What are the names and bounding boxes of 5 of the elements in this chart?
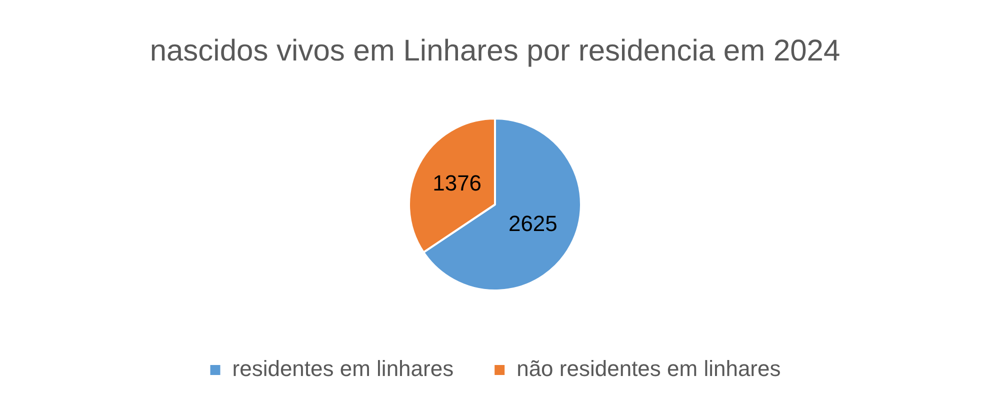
- legend-label: residentes em linhares: [232, 356, 454, 382]
- chart-title: nascidos vivos em Linhares por residencia em 2024: [150, 34, 840, 68]
- data-label: 2625: [508, 210, 558, 236]
- data-label: 1376: [432, 170, 482, 196]
- legend-label: não residentes em linhares: [516, 356, 781, 382]
